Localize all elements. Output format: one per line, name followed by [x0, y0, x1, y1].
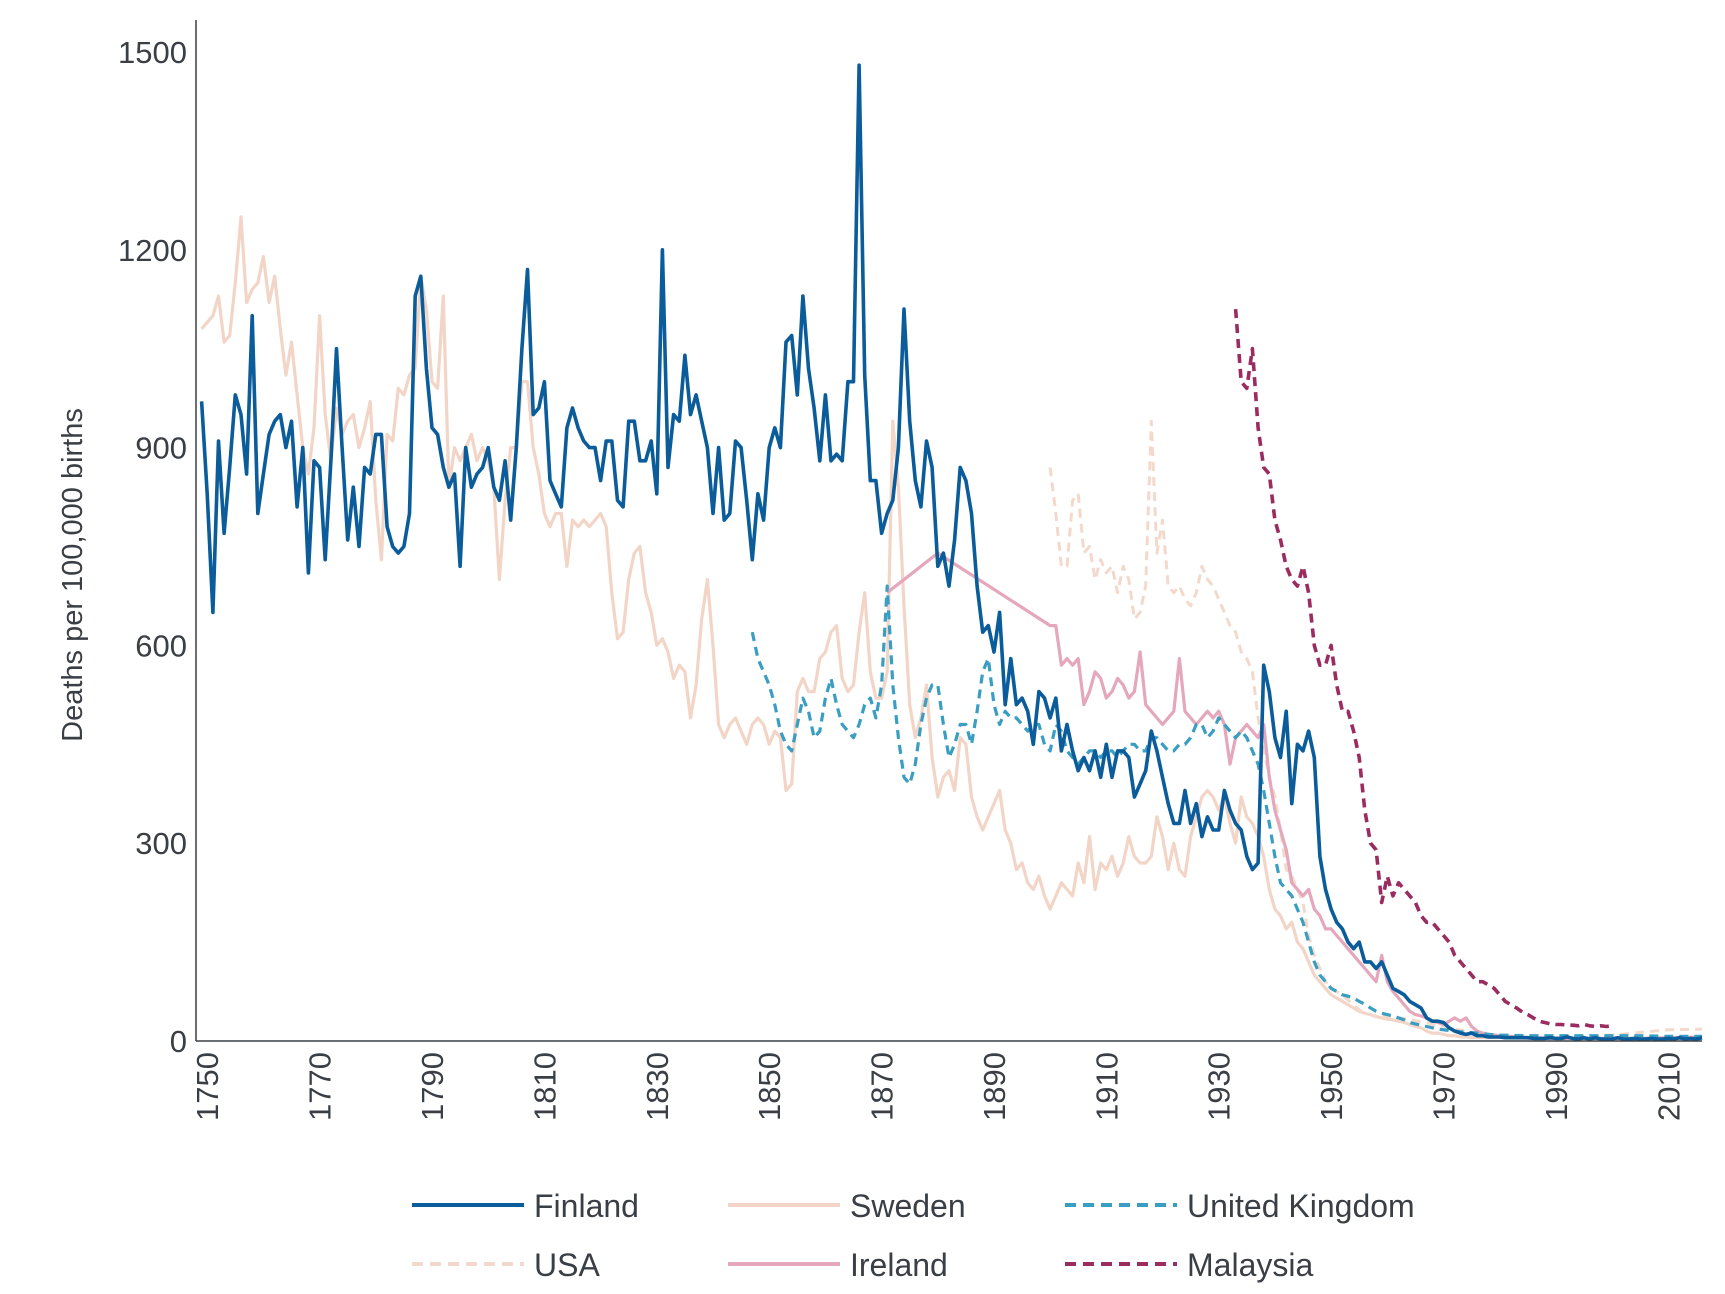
x-tick-label: 1990: [1539, 1052, 1574, 1121]
y-tick-label: 0: [170, 1024, 187, 1059]
legend-item-finland: Finland: [412, 1188, 639, 1224]
x-tick-label: 1910: [1089, 1052, 1124, 1121]
x-tick-labels: 1750 1770 1790 1810 1830 1850 1870 1890 1910 1930…: [190, 1052, 1686, 1121]
y-axis-title: Deaths per 100,000 births: [57, 408, 89, 742]
y-tick-label: 300: [135, 826, 187, 861]
legend-label: Malaysia: [1187, 1247, 1313, 1283]
legend-label: United Kingdom: [1187, 1188, 1415, 1224]
y-tick-label: 1200: [118, 233, 187, 268]
x-tick-label: 1790: [415, 1052, 450, 1121]
x-tick-label: 1830: [640, 1052, 675, 1121]
series-line-usa: [1048, 419, 1703, 1038]
x-tick-label: 1750: [190, 1052, 225, 1121]
series-layer: [199, 63, 1703, 1041]
x-tick-label: 1890: [977, 1052, 1012, 1121]
x-tick-label: 1970: [1427, 1052, 1462, 1121]
y-tick-label: 900: [135, 431, 187, 466]
legend-item-ireland: Ireland: [728, 1247, 948, 1283]
y-tick-label: 600: [135, 628, 187, 663]
x-tick-label: 1770: [303, 1052, 338, 1121]
legend: Finland Sweden United Kingdom USA Ireland Mal…: [412, 1188, 1415, 1283]
series-line-ireland: [886, 551, 1703, 1040]
legend-label: Finland: [534, 1188, 639, 1224]
series-line-sweden: [200, 215, 1702, 1040]
legend-label: Ireland: [850, 1247, 948, 1283]
x-tick-label: 1870: [865, 1052, 900, 1121]
x-tick-label: 2010: [1651, 1052, 1686, 1121]
legend-item-malaysia: Malaysia: [1065, 1247, 1313, 1283]
x-tick-label: 1930: [1202, 1052, 1237, 1121]
legend-label: Sweden: [850, 1188, 966, 1224]
x-tick-label: 1950: [1314, 1052, 1349, 1121]
legend-label: USA: [534, 1247, 600, 1283]
legend-item-united-kingdom: United Kingdom: [1065, 1188, 1415, 1224]
x-tick-label: 1850: [752, 1052, 787, 1121]
series-line-finland: [199, 63, 1703, 1041]
series-line-malaysia: [1233, 308, 1613, 1029]
x-tick-label: 1810: [527, 1052, 562, 1121]
y-tick-label: 1500: [118, 35, 187, 70]
y-tick-labels: 0 300 600 900 1200 1500: [118, 35, 187, 1059]
legend-item-usa: USA: [412, 1247, 600, 1283]
series-line-united-kingdom: [750, 584, 1702, 1038]
legend-item-sweden: Sweden: [728, 1188, 966, 1224]
